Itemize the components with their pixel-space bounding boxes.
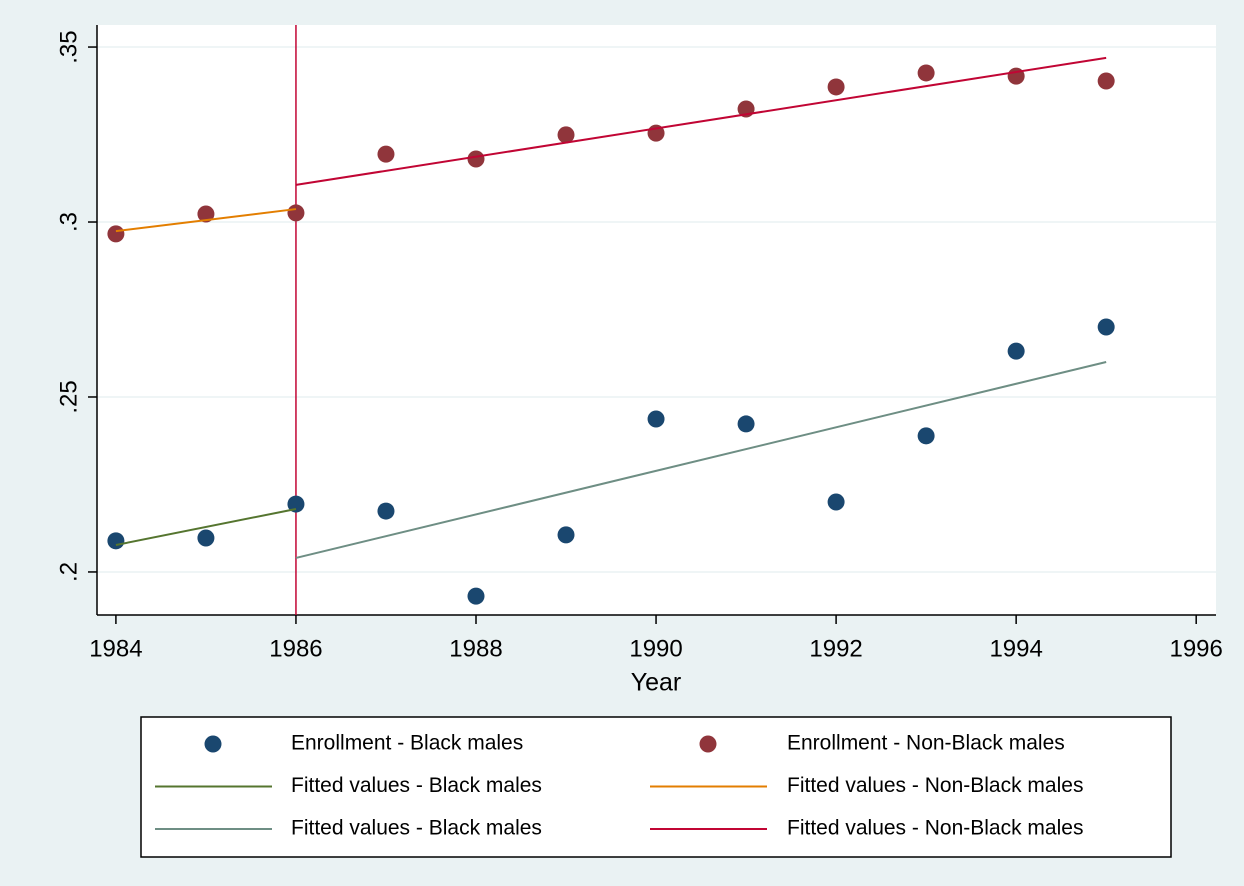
data-point	[107, 225, 125, 243]
legend-swatch	[204, 735, 222, 753]
data-point	[1097, 72, 1115, 90]
data-point	[467, 587, 485, 605]
data-point	[557, 126, 575, 144]
legend-label: Enrollment - Black males	[291, 732, 523, 755]
legend-label: Fitted values - Black males	[291, 774, 542, 797]
x-tick-label: 1994	[989, 635, 1042, 662]
data-point	[737, 415, 755, 433]
data-point	[107, 532, 125, 550]
x-tick-label: 1984	[89, 635, 142, 662]
data-point	[287, 495, 305, 513]
x-tick-label: 1986	[269, 635, 322, 662]
y-tick-label: .35	[55, 30, 82, 63]
legend-label: Fitted values - Black males	[291, 817, 542, 840]
legend-swatch	[699, 735, 717, 753]
data-point	[917, 427, 935, 445]
fit-line	[115, 208, 297, 233]
x-tick-label: 1988	[449, 635, 502, 662]
y-tick-label: .2	[55, 562, 82, 582]
x-tick-label: 1990	[629, 635, 682, 662]
data-point	[1097, 318, 1115, 336]
data-point	[287, 204, 305, 222]
legend-label: Enrollment - Non-Black males	[787, 732, 1065, 755]
data-point	[197, 205, 215, 223]
data-point	[377, 502, 395, 520]
fit-line	[295, 56, 1107, 186]
data-point	[827, 493, 845, 511]
data-point	[827, 78, 845, 96]
data-point	[917, 64, 935, 82]
x-axis-title: Year	[631, 669, 682, 697]
data-point	[377, 145, 395, 163]
legend-label: Fitted values - Non-Black males	[787, 774, 1083, 797]
fit-line	[295, 361, 1107, 559]
x-tick-label: 1996	[1169, 635, 1222, 662]
y-tick-label: .3	[55, 212, 82, 232]
x-tick-label: 1992	[809, 635, 862, 662]
data-point	[647, 410, 665, 428]
fit-line	[115, 507, 297, 546]
data-point	[557, 526, 575, 544]
legend-label: Fitted values - Non-Black males	[787, 817, 1083, 840]
data-point	[1007, 342, 1025, 360]
data-point	[467, 150, 485, 168]
plot-area	[97, 25, 1216, 615]
y-tick-label: .25	[55, 380, 82, 413]
data-point	[197, 529, 215, 547]
